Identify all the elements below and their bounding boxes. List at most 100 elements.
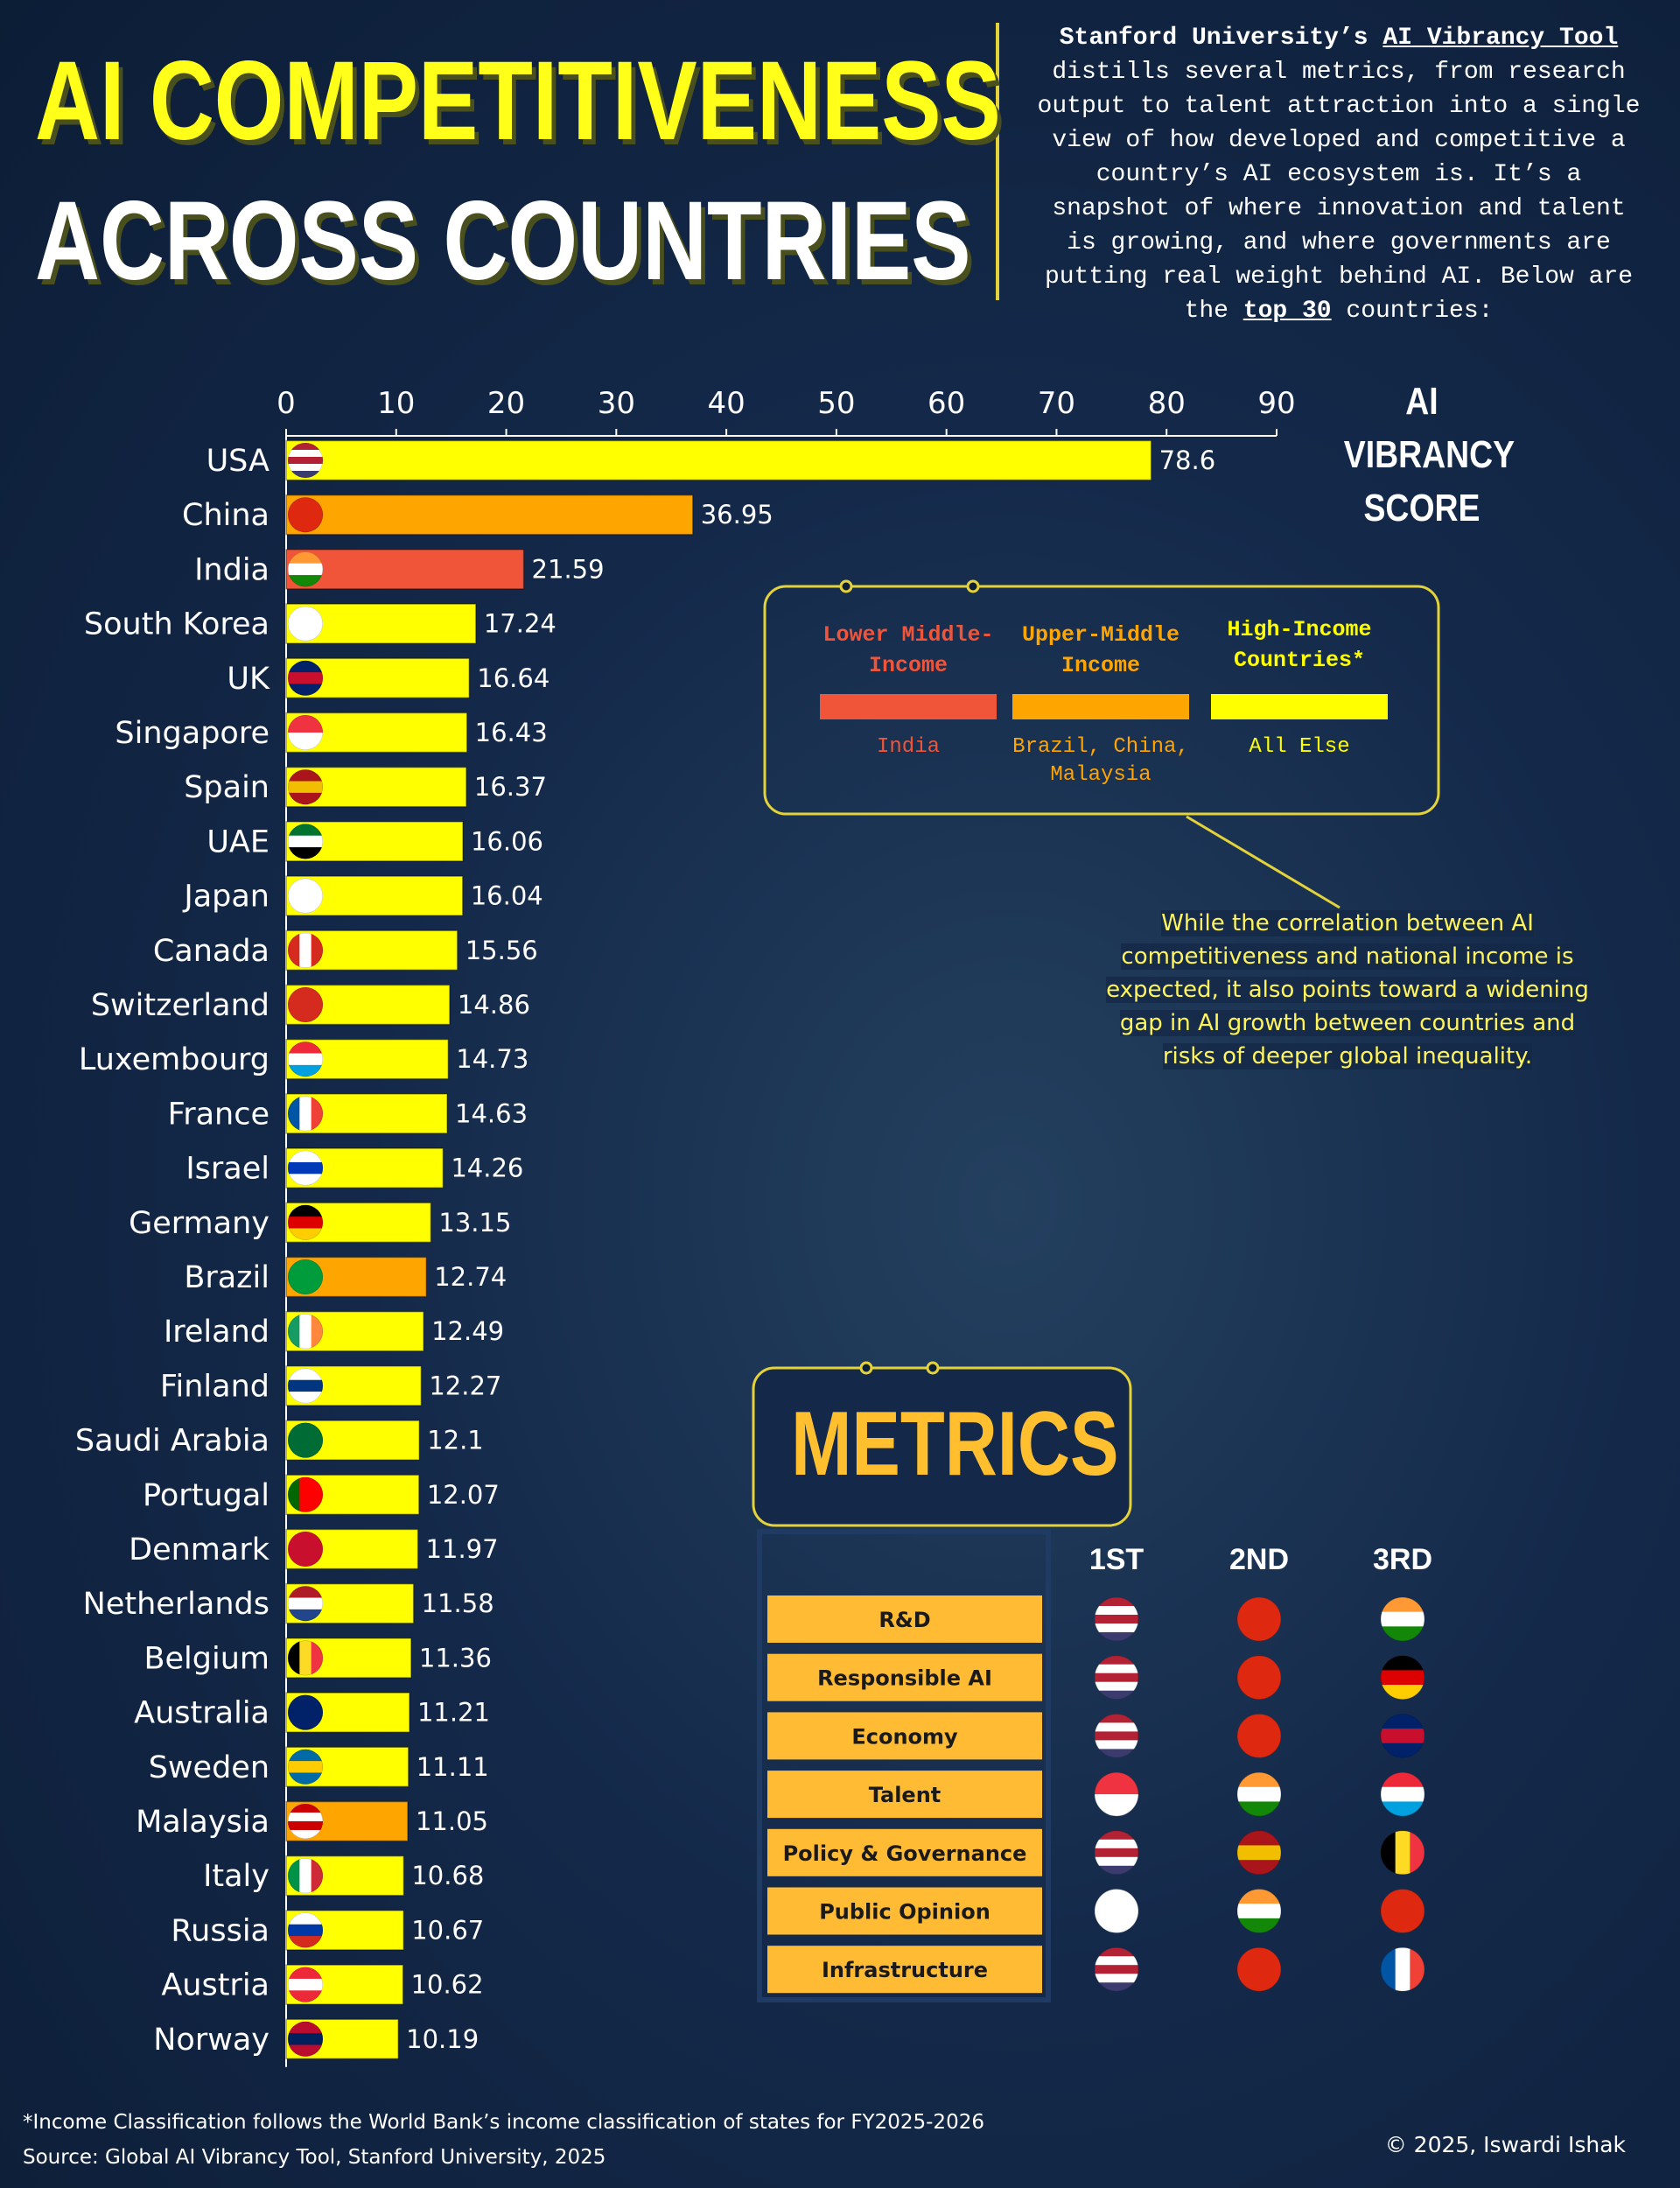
flag-stripe — [288, 847, 323, 859]
flag-stripe — [1095, 1974, 1138, 1983]
flag-stripe — [288, 1821, 323, 1831]
x-tick-label: 20 — [487, 386, 525, 421]
description-text: Stanford University’s — [1059, 25, 1383, 52]
flag-icon — [288, 1749, 323, 1785]
flag-stripe — [1237, 1714, 1281, 1758]
flag-stripe — [1237, 1655, 1281, 1700]
flag-stripe — [1095, 1606, 1138, 1616]
flag-stripe — [1381, 1597, 1424, 1613]
flag-stripe — [1095, 1597, 1138, 1607]
flag-stripe — [288, 1476, 300, 1512]
flag-stripe — [311, 1476, 323, 1512]
flag-stripe — [1237, 1845, 1281, 1861]
flag-icon — [1095, 1830, 1138, 1875]
rank-header: 3RD — [1373, 1543, 1432, 1576]
value-label: 12.07 — [427, 1480, 500, 1510]
legend-countries: Brazil, China, Malaysia — [1012, 735, 1189, 787]
flag-stripe — [288, 563, 323, 576]
flag-icon — [1381, 1889, 1424, 1933]
value-label: 11.21 — [417, 1698, 490, 1728]
flag-stripe — [288, 497, 323, 533]
value-label: 16.64 — [477, 663, 550, 693]
rank-header: 1ST — [1089, 1543, 1144, 1576]
flag-stripe — [288, 1053, 323, 1066]
flag-stripe — [1237, 1904, 1281, 1919]
flag-stripe — [1095, 1839, 1138, 1849]
flag-stripe — [1237, 1772, 1281, 1788]
legend-box — [763, 585, 1440, 816]
flag-stripe — [1381, 1786, 1424, 1802]
flag-icon — [288, 497, 323, 533]
flag-stripe — [299, 1096, 312, 1132]
flag-icon — [1095, 1597, 1138, 1641]
flag-stripe — [288, 1772, 323, 1785]
flag-stripe — [288, 1597, 323, 1610]
flag-stripe — [299, 1640, 312, 1676]
flag-stripe — [1095, 1714, 1138, 1723]
y-tick-label: France — [168, 1097, 270, 1132]
y-tick-label: Portugal — [143, 1478, 270, 1513]
flag-stripe — [1381, 1714, 1424, 1729]
value-label: 10.67 — [411, 1915, 484, 1945]
flag-stripe — [1381, 1685, 1424, 1700]
flag-stripe — [288, 1924, 323, 1937]
flag-stripe — [288, 1096, 300, 1132]
metric-box — [767, 1595, 1042, 1643]
decor — [859, 1361, 873, 1375]
flag-stripe — [288, 1217, 323, 1229]
flag-stripe — [1237, 1786, 1281, 1802]
flag-stripe — [288, 1804, 323, 1813]
flag-icon — [288, 1804, 323, 1839]
x-tick-label: 90 — [1257, 386, 1295, 421]
flag-stripe — [288, 606, 323, 642]
source: Source: Global AI Vibrancy Tool, Stanfor… — [23, 2146, 606, 2169]
flag-stripe — [1095, 1740, 1138, 1750]
bar — [285, 494, 694, 536]
flag-stripe — [1095, 1848, 1138, 1858]
metric-label: Responsible AI — [817, 1666, 992, 1691]
y-tick-label: Brazil — [184, 1260, 270, 1295]
y-tick-label: Singapore — [115, 716, 270, 751]
flag-stripe — [288, 1830, 323, 1839]
value-label: 10.19 — [406, 2024, 479, 2054]
flag-icon — [288, 1041, 323, 1077]
y-tick-label: Finland — [160, 1369, 270, 1404]
flag-stripe — [288, 715, 323, 733]
legend-countries: India — [876, 735, 940, 759]
tool-link[interactable]: AI Vibrancy Tool — [1382, 25, 1619, 52]
flag-icon — [288, 1476, 323, 1512]
flag-stripe — [1381, 1889, 1424, 1933]
flag-icon — [288, 1640, 323, 1676]
value-label: 16.06 — [471, 826, 543, 856]
flag-icon — [1237, 1772, 1281, 1817]
flag-stripe — [288, 1858, 300, 1894]
bar — [285, 549, 525, 590]
y-tick-label: Austria — [161, 1968, 270, 2003]
flag-icon — [1381, 1714, 1424, 1758]
metric-label: R&D — [878, 1608, 930, 1632]
flag-stripe — [288, 1041, 323, 1055]
flag-stripe — [288, 450, 323, 458]
flag-stripe — [288, 1813, 323, 1822]
flag-icon — [1095, 1655, 1138, 1700]
flag-stripe — [1095, 1722, 1138, 1732]
metric-box — [767, 1887, 1042, 1935]
flag-icon — [288, 1912, 323, 1948]
x-tick-label: 30 — [598, 386, 635, 421]
description: Stanford University’s AI Vibrancy Tool d… — [1032, 21, 1645, 328]
flag-stripe — [1381, 1801, 1424, 1817]
flag-icon — [288, 1532, 323, 1567]
value-label: 11.97 — [426, 1534, 499, 1564]
flag-icon — [288, 1368, 323, 1404]
flag-icon — [288, 1422, 323, 1458]
flag-stripe — [288, 769, 323, 782]
flag-stripe — [288, 1936, 323, 1948]
flag-stripe — [288, 1064, 323, 1077]
flag-stripe — [1381, 1830, 1396, 1875]
y-tick-label: Norway — [153, 2023, 270, 2058]
flag-stripe — [311, 1314, 323, 1350]
flag-stripe — [1237, 1947, 1281, 1992]
flag-icon — [288, 769, 323, 805]
flag-stripe — [288, 932, 300, 968]
